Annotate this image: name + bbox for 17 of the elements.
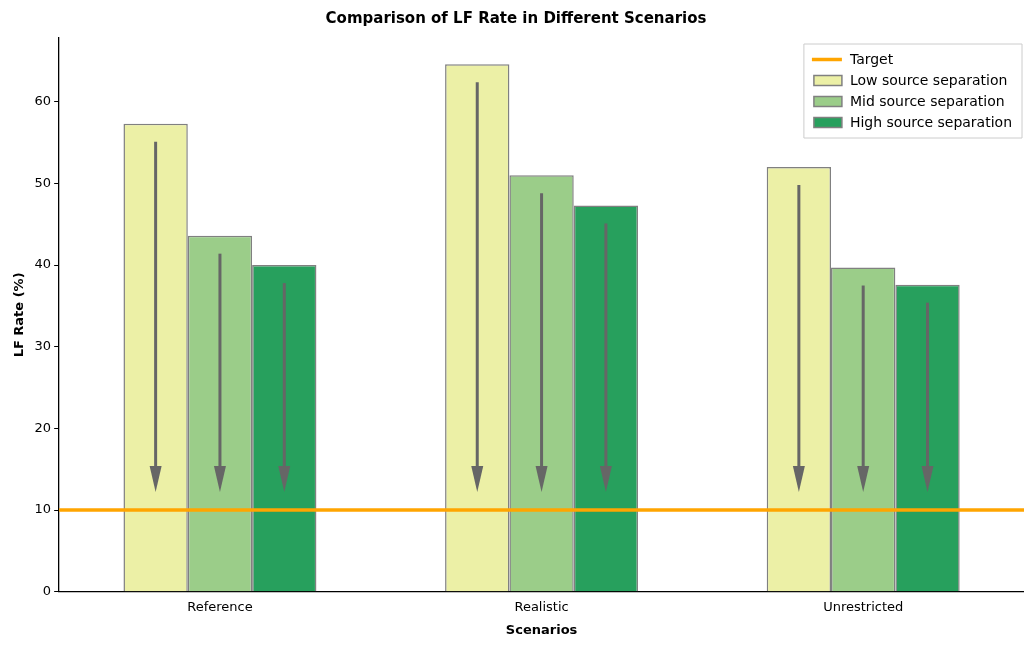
legend-label: Target xyxy=(848,51,894,68)
y-tick-label: 40 xyxy=(34,256,52,272)
x-tick-label: Unrestricted xyxy=(823,598,904,614)
x-axis-title: Scenarios xyxy=(505,621,578,637)
y-tick-label: 20 xyxy=(34,419,52,435)
y-tick-label: 10 xyxy=(34,501,52,517)
x-tick-label: Realistic xyxy=(514,598,569,614)
y-tick-label: 60 xyxy=(34,93,52,109)
legend-label: Mid source separation xyxy=(849,93,1005,110)
legend-label: Low source separation xyxy=(849,72,1008,89)
chart-title: Comparison of LF Rate in Different Scenarios xyxy=(325,8,707,27)
y-tick-label: 50 xyxy=(34,174,52,190)
legend-label: High source separation xyxy=(849,114,1012,131)
y-axis-title: LF Rate (%) xyxy=(11,272,27,358)
y-tick-label: 30 xyxy=(34,338,52,354)
x-tick-label: Reference xyxy=(187,598,253,614)
y-tick-label: 0 xyxy=(42,583,52,599)
